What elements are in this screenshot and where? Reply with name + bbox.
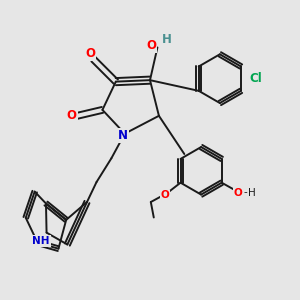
Text: N: N — [118, 129, 128, 142]
Text: H: H — [162, 33, 172, 46]
Text: NH: NH — [32, 236, 50, 246]
Text: O: O — [160, 190, 169, 200]
Text: -: - — [244, 188, 248, 197]
Text: O: O — [85, 47, 96, 61]
Text: Cl: Cl — [250, 72, 262, 85]
Text: H: H — [248, 188, 256, 197]
Text: O: O — [146, 40, 156, 52]
Text: O: O — [234, 188, 242, 197]
Text: O: O — [67, 109, 77, 122]
